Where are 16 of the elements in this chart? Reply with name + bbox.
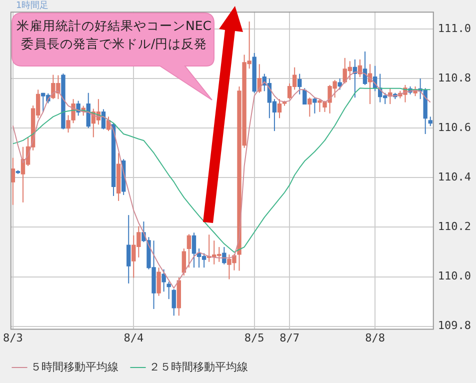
y-tick-label: 110.0 [438,270,472,283]
legend-label: ２５時間移動平均線 [149,360,248,374]
y-tick-label: 110.8 [438,71,472,84]
x-tick-label: 8/8 [365,331,385,344]
y-tick-label: 109.8 [438,319,472,332]
legend-label: ５時間移動平均線 [30,360,118,374]
x-tick-label: 8/7 [280,331,300,344]
y-tick-label: 110.2 [438,220,472,234]
x-tick-label: 8/3 [2,331,23,344]
y-tick-label: 110.4 [438,170,472,184]
y-tick-label: 110.6 [438,120,472,134]
text: 1時間足 [16,1,49,11]
annotation: 米雇用統計の好結果やコーンNEC委員長の発言で米ドル/円は反発 [16,17,212,53]
x-tick-label: 8/4 [124,331,144,344]
x-tick-label: 8/5 [244,331,264,344]
y-tick-label: 111.0 [438,22,472,35]
